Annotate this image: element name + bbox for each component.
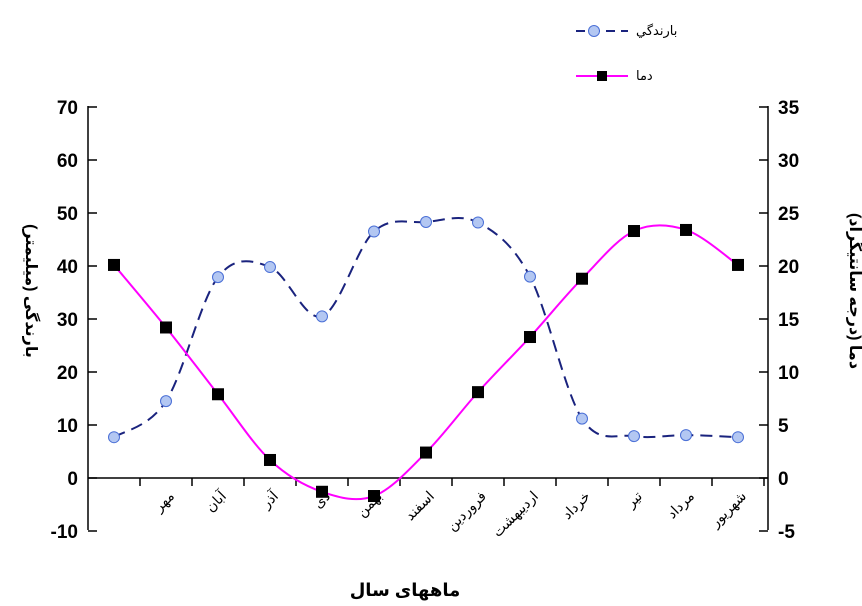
precip-data-point xyxy=(524,270,536,283)
precip-data-point xyxy=(264,261,276,274)
precip-data-point xyxy=(680,429,692,442)
right-tick-label: 20 xyxy=(778,257,799,278)
temp-data-point xyxy=(628,225,640,238)
legend-temp-marker xyxy=(597,71,607,81)
x-tick-label: آذر xyxy=(257,487,282,512)
temp-data-point xyxy=(576,272,588,285)
right-tick-label: 15 xyxy=(778,310,800,331)
temp-data-point xyxy=(316,485,328,498)
left-tick-label: -10 xyxy=(51,522,78,543)
x-tick-label: اسفند xyxy=(402,488,438,524)
left-tick-label: 60 xyxy=(57,151,78,172)
legend: بارندگي دما xyxy=(576,23,677,83)
series-layer xyxy=(108,216,744,503)
x-tick-label: فروردین xyxy=(443,488,489,534)
left-axis-title: بارندگی (میلیمتر) xyxy=(22,224,41,358)
precip-data-point xyxy=(212,271,224,284)
temp-data-point xyxy=(472,386,484,399)
left-tick-label: 0 xyxy=(67,469,78,490)
x-tick-label: خرداد xyxy=(559,488,594,523)
left-tick-label: 10 xyxy=(57,416,78,437)
temp-data-point xyxy=(524,331,536,344)
right-tick-label: 5 xyxy=(778,416,789,437)
temp-data-point xyxy=(212,388,224,401)
temp-data-point xyxy=(420,446,432,459)
precip-data-point xyxy=(472,216,484,229)
left-tick-label: 40 xyxy=(57,257,78,278)
temp-data-point xyxy=(264,453,276,466)
precip-series-line xyxy=(113,216,739,439)
left-axis: -10 0 10 20 30 40 50 60 70 xyxy=(51,98,97,543)
legend-precip-label: بارندگي xyxy=(636,23,677,39)
x-tick-label: مهر xyxy=(150,488,178,516)
precip-data-point xyxy=(732,431,744,444)
right-axis-title: دما (درجه سانتیگراد) xyxy=(846,213,862,369)
temp-data-point xyxy=(732,258,744,271)
x-tick-label: تیر xyxy=(622,488,646,512)
precip-data-point xyxy=(368,225,380,238)
temp-data-point xyxy=(680,223,692,236)
right-tick-label: 0 xyxy=(778,469,789,490)
temp-data-point xyxy=(108,258,120,271)
x-tick-label: آبان xyxy=(202,487,230,515)
left-tick-label: 30 xyxy=(57,310,78,331)
precip-data-point xyxy=(420,216,432,229)
left-tick-label: 20 xyxy=(57,363,78,384)
precip-data-point xyxy=(316,310,328,323)
precip-data-point xyxy=(108,431,120,444)
right-tick-label: 30 xyxy=(778,151,799,172)
right-axis: -5 0 5 10 15 20 25 30 35 xyxy=(759,98,800,543)
x-axis: مهر آبان آذر دی بهمن اسفند فروردین اردیبهشت خردا… xyxy=(88,477,768,541)
temp-data-point xyxy=(368,490,380,503)
legend-precip-marker xyxy=(588,25,600,37)
precip-data-point xyxy=(576,412,588,425)
right-tick-label: -5 xyxy=(778,522,795,543)
x-axis-title: ماههای سال xyxy=(350,580,461,601)
x-tick-label: اردیبهشت xyxy=(489,488,542,541)
precip-data-point xyxy=(628,430,640,443)
right-tick-label: 10 xyxy=(778,363,799,384)
x-tick-label: مرداد xyxy=(663,488,697,522)
precip-data-point xyxy=(160,395,172,408)
legend-temp-label: دما xyxy=(636,68,653,83)
right-tick-label: 25 xyxy=(778,204,800,225)
right-tick-label: 35 xyxy=(778,98,800,119)
left-tick-label: 50 xyxy=(57,204,78,225)
left-tick-label: 70 xyxy=(57,98,78,119)
x-tick-label: شهریور xyxy=(706,488,750,532)
temp-data-point xyxy=(160,321,172,334)
